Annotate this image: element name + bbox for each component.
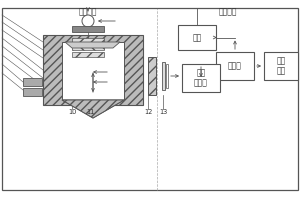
Text: 光路部分: 光路部分 — [79, 7, 97, 17]
Text: 10: 10 — [68, 109, 76, 115]
Text: 单片机: 单片机 — [228, 62, 242, 71]
Bar — [43, 35, 143, 105]
Text: 电源: 电源 — [192, 33, 202, 42]
Bar — [178, 25, 216, 50]
Text: 电流
放大器: 电流 放大器 — [194, 68, 208, 88]
Bar — [264, 52, 298, 80]
Bar — [216, 52, 254, 80]
Polygon shape — [65, 42, 120, 48]
Polygon shape — [62, 100, 124, 118]
Bar — [148, 57, 156, 95]
Bar — [162, 62, 165, 90]
Bar — [182, 64, 220, 92]
Text: 显示
报警: 显示 报警 — [276, 56, 286, 76]
Text: 电路部分: 电路部分 — [219, 7, 237, 17]
Text: 11: 11 — [86, 109, 94, 115]
Bar — [23, 78, 42, 86]
Circle shape — [82, 15, 94, 27]
Bar — [72, 26, 104, 32]
Bar — [166, 64, 168, 88]
Text: 12: 12 — [144, 109, 152, 115]
Text: 13: 13 — [159, 109, 167, 115]
Polygon shape — [62, 100, 124, 118]
Bar — [72, 38, 104, 43]
Bar — [23, 88, 42, 96]
Bar — [72, 52, 104, 57]
Bar — [72, 45, 104, 50]
Bar — [62, 42, 124, 100]
